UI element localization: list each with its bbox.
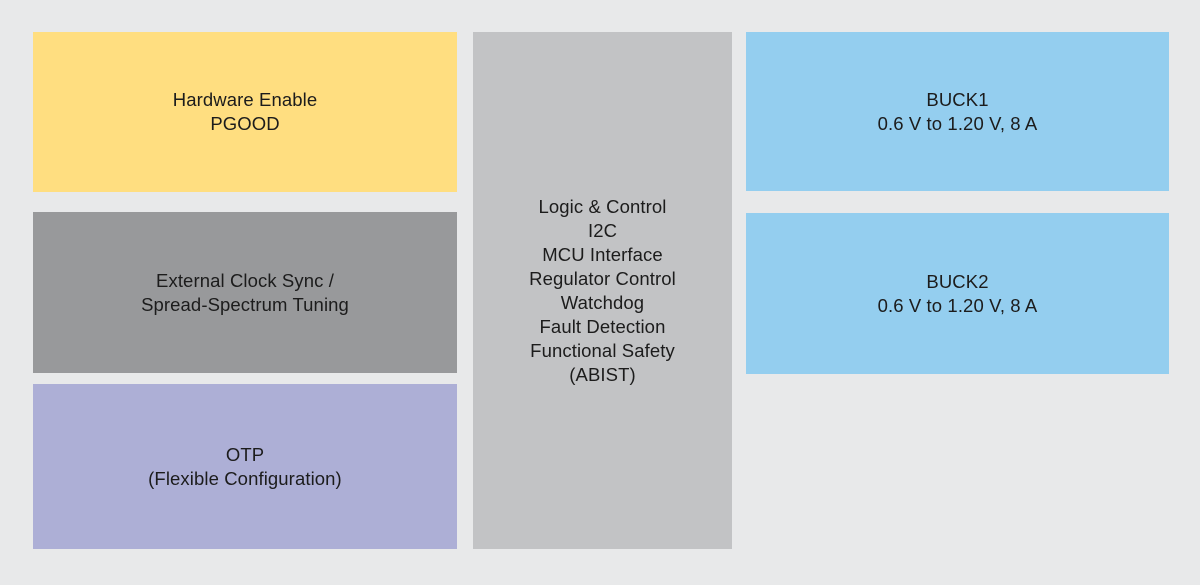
- block-hardware-enable-pgood: Hardware Enable PGOOD: [33, 32, 457, 192]
- block-line: Regulator Control: [529, 267, 676, 289]
- block-line: BUCK2: [926, 270, 989, 292]
- block-line: PGOOD: [210, 113, 280, 134]
- block-buck2: BUCK2 0.6 V to 1.20 V, 8 A: [746, 213, 1169, 374]
- block-line: 0.6 V to 1.20 V, 8 A: [877, 112, 1038, 134]
- block-line: OTP: [225, 443, 265, 465]
- block-line: (ABIST): [569, 363, 636, 385]
- block-line: Functional Safety: [530, 339, 675, 361]
- block-line: I2C: [587, 219, 618, 241]
- block-line: MCU Interface: [542, 243, 663, 265]
- block-line: 0.6 V to 1.20 V, 8 A: [877, 294, 1038, 316]
- block-line: Watchdog: [560, 291, 645, 313]
- block-buck1: BUCK1 0.6 V to 1.20 V, 8 A: [746, 32, 1169, 191]
- block-otp: OTP (Flexible Configuration): [33, 384, 457, 549]
- block-logic-and-control: Logic & Control I2C MCU Interface Regula…: [473, 32, 732, 549]
- block-line: Spread-Spectrum Tuning: [141, 293, 349, 315]
- block-line: Hardware Enable: [172, 89, 318, 110]
- block-external-clock-sync: External Clock Sync / Spread-Spectrum Tu…: [33, 212, 457, 373]
- block-line: External Clock Sync /: [156, 269, 334, 291]
- block-line: Logic & Control: [538, 195, 667, 217]
- block-line: BUCK1: [926, 88, 989, 110]
- block-line: Fault Detection: [539, 315, 666, 337]
- block-line: (Flexible Configuration): [148, 467, 342, 489]
